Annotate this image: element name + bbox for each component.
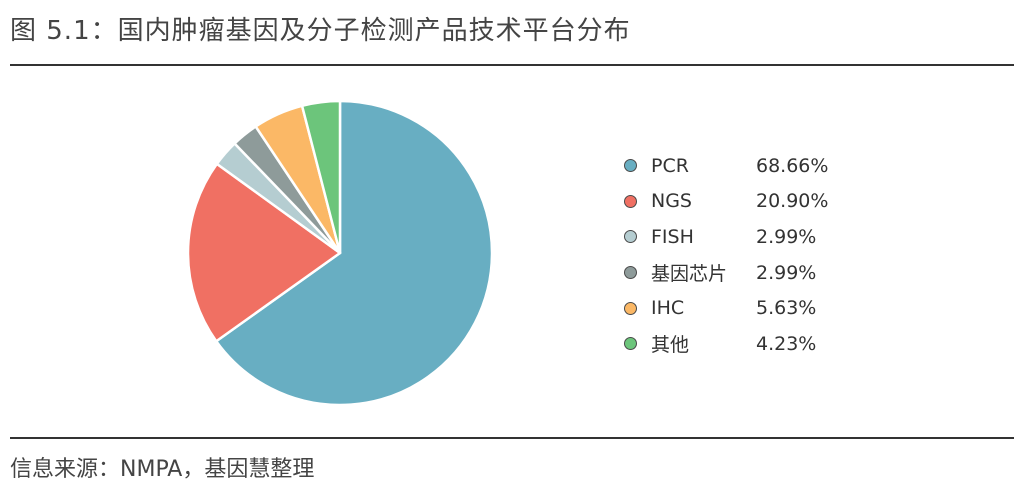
pie-slice-5 [300,99,342,255]
legend-value: 20.90% [756,190,829,213]
legend-swatch [624,301,637,315]
legend-item: FISH 2.99% [624,219,828,255]
pie-slice-0 [214,99,494,407]
legend-swatch [624,159,637,173]
legend-item: 其他 4.23% [624,326,828,362]
legend-swatch [624,266,637,280]
bottom-divider [10,437,1014,439]
legend-item: NGS 20.90% [624,184,828,220]
legend-label: 基因芯片 [651,263,728,286]
legend-value: 2.99% [756,261,817,284]
legend-item: IHC 5.63% [624,290,828,326]
top-divider [10,64,1014,66]
chart-legend: PCR 68.66% NGS 20.90% FISH 2.99% 基因芯片 2.99% IHC 5… [624,148,828,362]
legend-value: 5.63% [756,297,817,320]
legend-value: 68.66% [756,154,829,177]
legend-swatch [624,194,637,208]
pie-slice-1 [186,162,342,343]
source-note: 信息来源：NMPA，基因慧整理 [10,457,315,482]
legend-value: 2.99% [756,225,817,248]
legend-label: FISH [651,225,694,248]
legend-item: PCR 68.66% [624,148,828,184]
legend-label: PCR [651,154,689,177]
legend-label: IHC [651,297,685,320]
legend-label: 其他 [651,334,690,357]
legend-value: 4.23% [756,332,817,355]
page-title: 图 5.1：国内肿瘤基因及分子检测产品技术平台分布 [10,16,631,46]
legend-swatch [624,230,637,244]
legend-swatch [624,337,637,351]
legend-item: 基因芯片 2.99% [624,255,828,291]
legend-label: NGS [651,190,692,213]
